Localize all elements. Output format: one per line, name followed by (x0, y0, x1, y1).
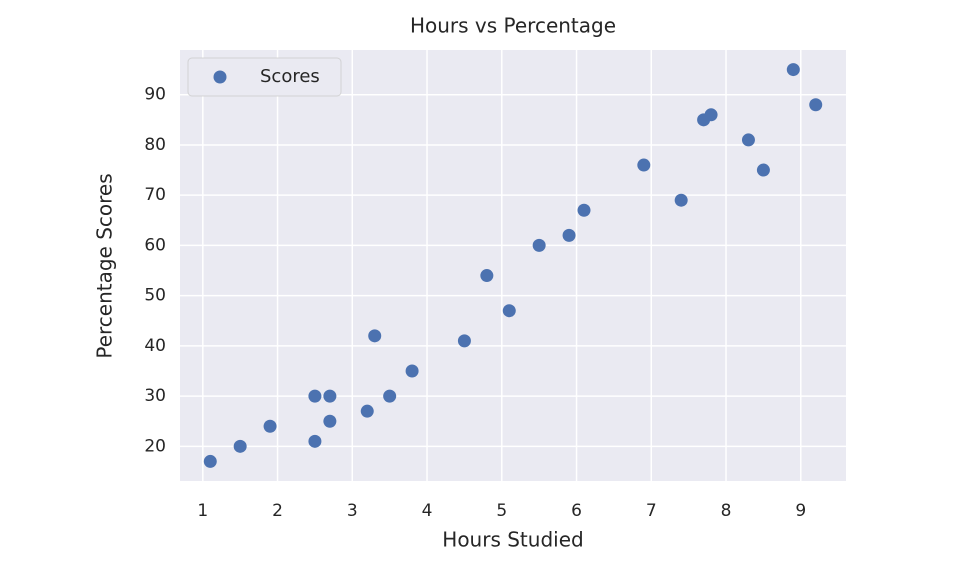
y-tick-label: 90 (144, 85, 166, 105)
y-tick-label: 20 (144, 436, 166, 456)
point (360, 404, 374, 418)
point (704, 108, 718, 122)
legend-marker (213, 70, 227, 84)
x-tick-label: 3 (347, 501, 358, 521)
y-tick-label: 50 (144, 286, 166, 306)
x-tick-label: 7 (646, 501, 657, 521)
x-tick-label: 4 (422, 501, 433, 521)
grid (180, 50, 846, 481)
point (233, 439, 247, 453)
point (480, 269, 494, 283)
point (405, 364, 419, 378)
chart-title: Hours vs Percentage (410, 14, 616, 38)
point (502, 304, 516, 318)
point (741, 133, 755, 147)
legend-frame (187, 57, 342, 97)
plot-area (180, 50, 846, 481)
x-axis-label: Hours Studied (442, 528, 583, 552)
point (323, 389, 337, 403)
point (368, 329, 382, 343)
point (532, 238, 546, 252)
point (457, 334, 471, 348)
point (756, 163, 770, 177)
x-tick-label: 1 (197, 501, 208, 521)
point (383, 389, 397, 403)
point (323, 414, 337, 428)
point (809, 98, 823, 112)
x-tick-label: 6 (571, 501, 582, 521)
point (308, 389, 322, 403)
legend-label: Scores (260, 66, 320, 87)
y-axis-label: Percentage Scores (93, 173, 117, 358)
x-tick-label: 9 (795, 501, 806, 521)
point (637, 158, 651, 172)
y-tick-label: 40 (144, 336, 166, 356)
y-tick-label: 60 (144, 235, 166, 255)
point (263, 419, 277, 433)
x-tick-label: 8 (721, 501, 732, 521)
marks (203, 63, 823, 468)
point (203, 454, 217, 468)
x-tick-label: 2 (272, 501, 283, 521)
point (308, 434, 322, 448)
y-tick-label: 30 (144, 386, 166, 406)
x-tick-label: 5 (496, 501, 507, 521)
point (577, 203, 591, 217)
point (562, 228, 576, 242)
y-tick-label: 80 (144, 135, 166, 155)
y-tick-label: 70 (144, 185, 166, 205)
point (674, 193, 688, 207)
point (786, 63, 800, 77)
